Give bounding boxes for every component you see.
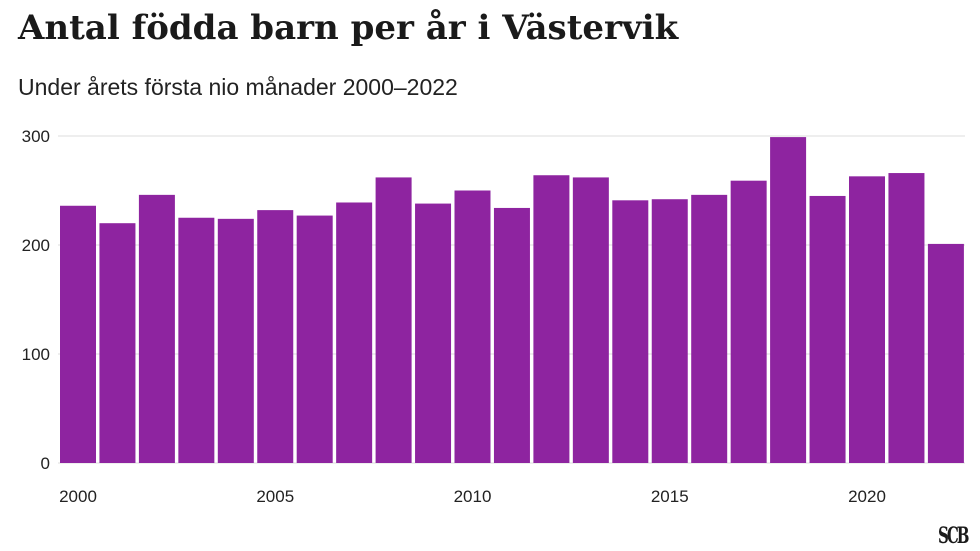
scb-logo: SCB — [938, 522, 969, 549]
y-axis-ticks: 0 100 200 300 — [22, 127, 50, 473]
bar-2021 — [888, 173, 925, 463]
chart-subtitle: Under årets första nio månader 2000–2022 — [18, 74, 458, 100]
y-tick-label: 200 — [22, 236, 50, 255]
y-tick-label: 300 — [22, 127, 50, 146]
bar-2003 — [178, 217, 215, 463]
bars — [60, 137, 964, 464]
bar-2020 — [849, 176, 885, 463]
x-tick-label: 2010 — [454, 487, 492, 506]
x-tick-label: 2005 — [256, 487, 294, 506]
bar-2005 — [257, 210, 294, 463]
bar-2014 — [612, 200, 649, 463]
bar-2007 — [336, 202, 373, 464]
x-tick-label: 2020 — [848, 487, 886, 506]
bar-2000 — [60, 205, 96, 463]
bar-2017 — [730, 180, 767, 463]
bar-2010 — [454, 190, 491, 463]
bar-2012 — [533, 175, 570, 464]
y-tick-label: 0 — [41, 454, 50, 473]
bar-2008 — [375, 177, 412, 464]
x-tick-label: 2015 — [651, 487, 689, 506]
bar-2009 — [415, 203, 452, 463]
y-tick-label: 100 — [22, 345, 50, 364]
bar-2019 — [809, 195, 846, 463]
bar-2016 — [691, 194, 728, 464]
bar-2001 — [99, 223, 136, 463]
x-tick-label: 2000 — [59, 487, 97, 506]
bar-2015 — [651, 199, 688, 463]
bar-2011 — [493, 207, 530, 463]
bar-2018 — [770, 137, 807, 463]
bar-2013 — [572, 177, 609, 464]
chart-title: Antal födda barn per år i Västervik — [18, 8, 679, 48]
bar-2006 — [296, 215, 333, 463]
bar-2004 — [217, 218, 254, 463]
bar-2022 — [927, 243, 964, 463]
bar-2002 — [138, 194, 175, 464]
x-axis-ticks: 2000 2005 2010 2015 2020 — [59, 487, 886, 506]
